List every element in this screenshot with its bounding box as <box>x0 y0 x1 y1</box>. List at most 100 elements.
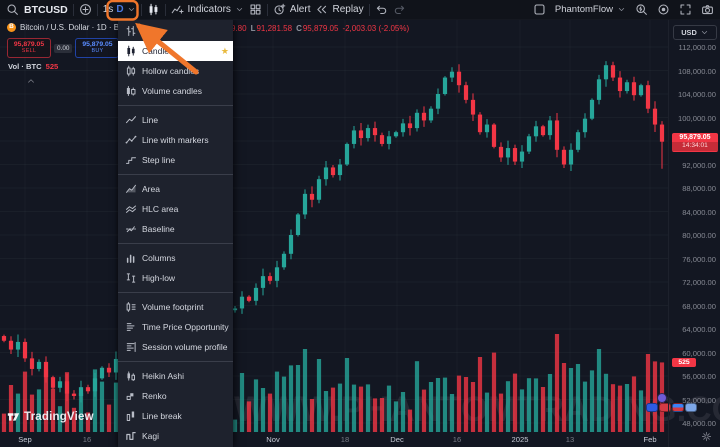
toolbar-separator <box>96 3 98 16</box>
volume-footprint-icon <box>125 301 137 313</box>
price-tick-label: 68,000.00 <box>682 301 716 311</box>
event-marker-icon[interactable] <box>659 403 671 412</box>
menu-item-line[interactable]: Line <box>118 110 233 130</box>
menu-item-label: Line break <box>142 411 182 421</box>
layout-grid-icon[interactable] <box>249 3 262 16</box>
menu-separator <box>118 243 233 244</box>
legend-title: Bitcoin / U.S. Dollar · 1D · B <box>20 23 120 32</box>
symbol-legend[interactable]: B Bitcoin / U.S. Dollar · 1D · B <box>7 23 119 32</box>
buy-button[interactable]: 95,879.05 BUY <box>75 38 120 58</box>
price-tick-label: 72,000.00 <box>682 278 716 287</box>
menu-item-renko[interactable]: Renko <box>118 386 233 406</box>
time-tick-label: Dec <box>390 435 404 444</box>
menu-item-session-volume-profile[interactable]: Session volume profile <box>118 337 233 357</box>
menu-item-bars[interactable]: Bars <box>118 21 233 41</box>
line-break-icon <box>125 410 137 422</box>
legend-collapse-button[interactable] <box>26 73 40 83</box>
redo-icon[interactable] <box>393 3 406 16</box>
menu-separator <box>118 105 233 106</box>
replay-icon <box>315 3 328 16</box>
price-tick-label: 56,000.00 <box>682 372 716 381</box>
indicators-button[interactable]: Indicators <box>171 3 244 16</box>
menu-item-label: Candles <box>142 46 174 56</box>
alert-clock-icon <box>273 3 286 16</box>
currency-selector[interactable]: USD <box>673 25 717 40</box>
record-icon[interactable] <box>657 3 670 16</box>
menu-item-baseline[interactable]: Baseline <box>118 219 233 239</box>
spread-value: 0.00 <box>54 43 73 53</box>
price-tick-label: 52,000.00 <box>682 395 716 405</box>
menu-item-hlc-area[interactable]: HLC area <box>118 199 233 219</box>
last-price-badge: 95,879.05 14:34:01 <box>672 132 718 152</box>
price-tick-label: 88,000.00 <box>682 184 716 193</box>
volume-candles-icon <box>125 85 137 97</box>
price-tick-label: 112,000.00 <box>678 43 716 52</box>
price-axis[interactable]: USD 95,879.05 14:34:01 525 112,000.00 108… <box>668 20 720 447</box>
price-tick-label: 108,000.00 <box>677 66 716 76</box>
undo-icon[interactable] <box>375 3 388 16</box>
menu-item-step-line[interactable]: Step line <box>118 150 233 170</box>
menu-item-volume-candles[interactable]: Volume candles <box>118 81 233 101</box>
menu-item-volume-footprint[interactable]: Volume footprint <box>118 297 233 317</box>
menu-item-area[interactable]: Area <box>118 179 233 199</box>
toolbar-separator <box>72 3 74 16</box>
menu-item-label: Heikin Ashi <box>142 371 185 381</box>
idea-marker-icon[interactable] <box>657 393 667 403</box>
menu-item-line-break[interactable]: Line break <box>118 406 233 426</box>
menu-item-hollow-candles[interactable]: Hollow candles <box>118 61 233 81</box>
top-toolbar: BTCUSD 1s D Indicators Alert Replay <box>0 0 720 20</box>
compare-add-icon[interactable] <box>79 3 92 16</box>
renko-icon <box>125 390 137 402</box>
menu-item-label: High-low <box>142 273 176 283</box>
event-marker-icon[interactable] <box>685 403 697 412</box>
quick-search-icon[interactable] <box>635 3 648 16</box>
menu-item-label: Bars <box>142 26 160 36</box>
step-line-icon <box>125 154 137 166</box>
interval-chevron-down-icon[interactable] <box>127 5 136 14</box>
search-icon[interactable] <box>6 3 19 16</box>
hollow-candles-icon <box>125 65 137 77</box>
symbol-button[interactable]: BTCUSD <box>24 3 68 16</box>
fullscreen-icon[interactable] <box>679 3 692 16</box>
sell-button[interactable]: 95,879.05 SELL <box>7 38 51 58</box>
price-tick-label: 48,000.00 <box>682 419 716 428</box>
time-axis[interactable]: Sep 16 Nov 18 Dec 16 2025 13 Feb <box>0 431 668 447</box>
menu-item-label: Kagi <box>142 431 160 441</box>
layout-name-button[interactable]: PhantomFlow <box>555 4 626 15</box>
menu-item-label: Hollow candles <box>142 66 200 76</box>
toolbar-separator <box>140 3 142 16</box>
time-tick-label: Nov <box>266 435 280 444</box>
currency-chevron-down-icon <box>700 28 709 37</box>
event-marker-icon[interactable] <box>646 403 658 412</box>
tradingview-logo[interactable]: TradingView <box>7 410 94 423</box>
menu-item-high-low[interactable]: High-low <box>118 268 233 288</box>
time-tick-label: Feb <box>643 435 657 444</box>
chart-type-button[interactable] <box>147 3 160 16</box>
interval-1s-button[interactable]: 1s <box>102 4 114 15</box>
menu-item-label: Volume candles <box>142 86 203 96</box>
menu-item-columns[interactable]: Columns <box>118 248 233 268</box>
menu-item-label: Step line <box>142 155 176 165</box>
candles-icon <box>125 45 137 57</box>
menu-item-kagi[interactable]: Kagi <box>118 426 233 446</box>
camera-snapshot-icon[interactable] <box>701 3 714 16</box>
alert-button[interactable]: Alert <box>273 3 310 16</box>
menu-item-heikin-ashi[interactable]: Heikin Ashi <box>118 366 233 386</box>
save-layout-icon[interactable] <box>533 3 546 16</box>
menu-item-time-price-opportunity[interactable]: Time Price Opportunity <box>118 317 233 337</box>
gear-icon[interactable] <box>701 431 712 442</box>
menu-item-candles[interactable]: Candles ★ <box>118 41 233 61</box>
heikin-icon <box>125 370 137 382</box>
interval-daily-button[interactable]: D <box>116 4 124 15</box>
line-markers-icon <box>125 134 137 146</box>
favorite-star-icon[interactable]: ★ <box>220 45 229 56</box>
menu-item-line-with-markers[interactable]: Line with markers <box>118 130 233 150</box>
replay-button[interactable]: Replay <box>315 3 364 16</box>
price-tick-label: 84,000.00 <box>682 207 716 217</box>
chart-canvas[interactable] <box>0 0 668 447</box>
menu-separator <box>118 174 233 175</box>
menu-separator <box>118 361 233 362</box>
event-marker-icon[interactable] <box>672 403 684 412</box>
volume-value-badge: 525 <box>672 358 696 368</box>
